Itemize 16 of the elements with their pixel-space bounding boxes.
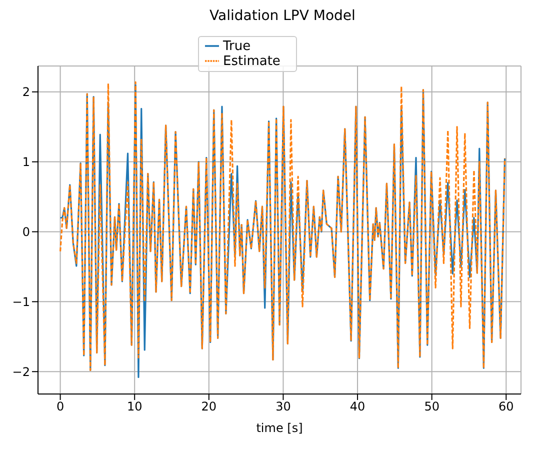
chart-title: Validation LPV Model (208, 8, 356, 26)
x-tick-label: 0 (56, 400, 64, 414)
y-tick-label: 0 (22, 225, 30, 240)
x-axis-title: time [s] (256, 421, 303, 435)
y-tick-label: −1 (12, 294, 30, 309)
y-tick-label: −2 (12, 364, 30, 379)
legend-label: True (223, 39, 251, 54)
x-tick-label: 30 (276, 400, 291, 414)
y-tick-label: 1 (22, 155, 30, 170)
x-tick-label: 10 (126, 400, 142, 414)
legend-label: Estimate (223, 54, 280, 69)
y-tick-label: 2 (22, 85, 30, 100)
x-tick-label: 50 (424, 400, 440, 414)
x-tick-label: 20 (201, 400, 217, 414)
x-tick-label: 60 (498, 400, 514, 414)
x-tick-label: 40 (350, 400, 366, 414)
